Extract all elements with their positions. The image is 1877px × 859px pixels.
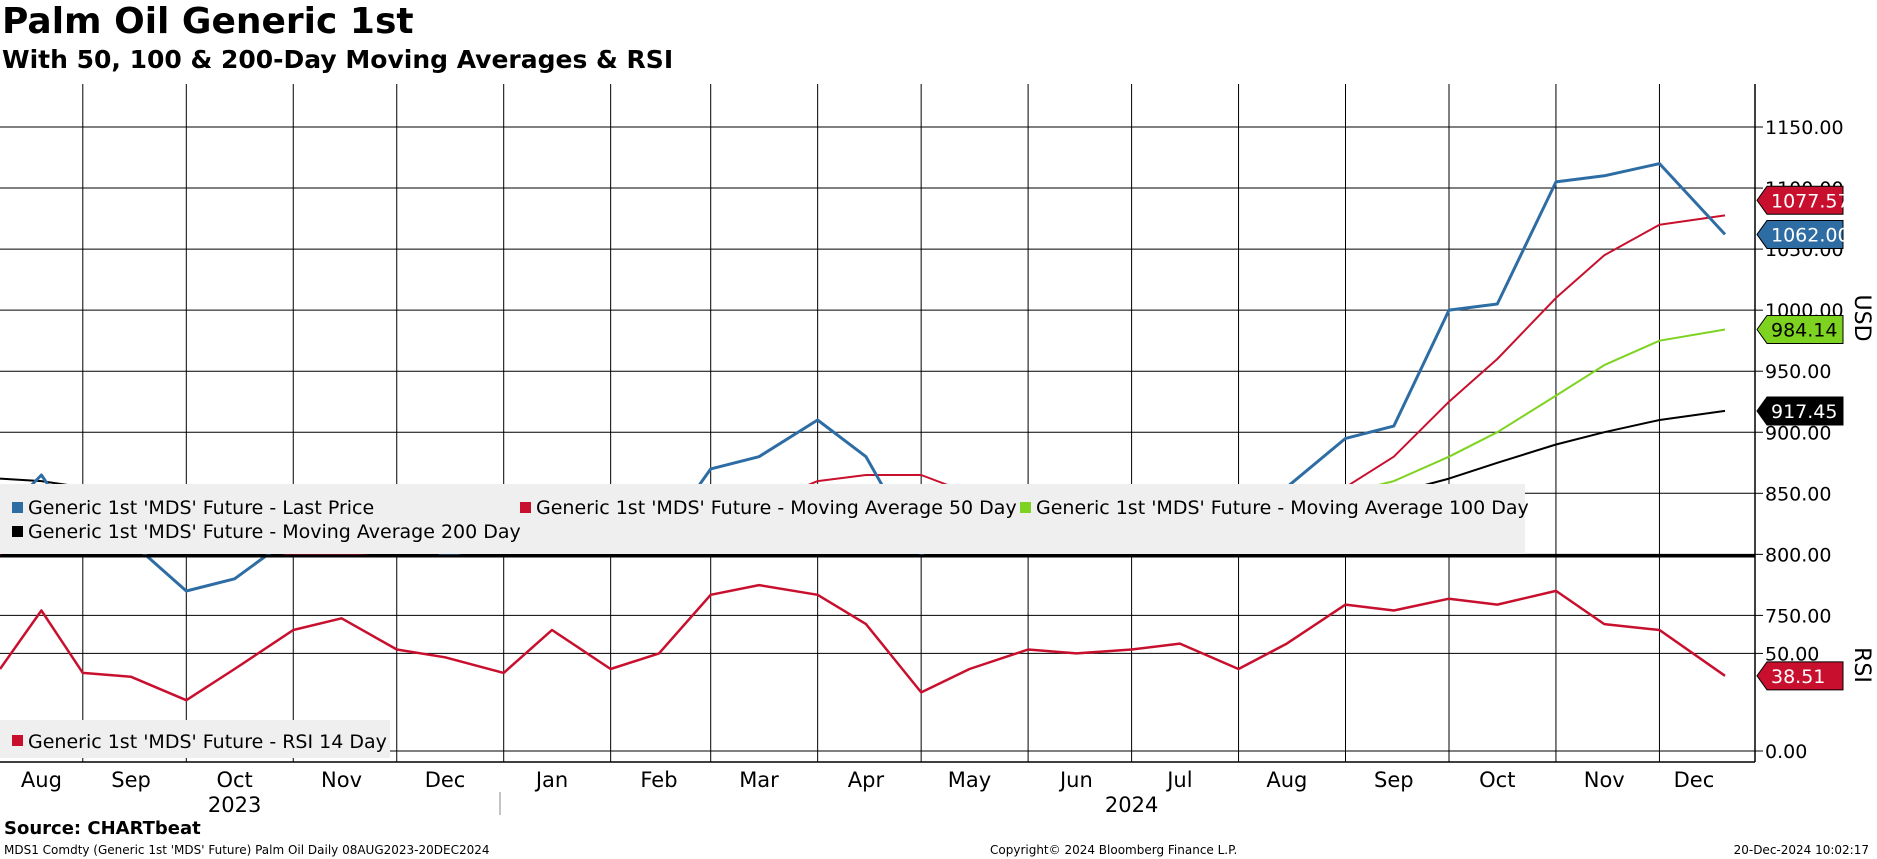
footer-copyright: Copyright© 2024 Bloomberg Finance L.P. — [990, 843, 1238, 857]
price-tick-label: 800.00 — [1765, 544, 1831, 566]
price-legend-box — [0, 484, 1525, 554]
legend-entry: Generic 1st 'MDS' Future - Moving Averag… — [28, 521, 521, 543]
x-tick-label: Feb — [640, 768, 677, 792]
rsi-tick-label: 0.00 — [1765, 741, 1807, 763]
legend-entry: Generic 1st 'MDS' Future - RSI 14 Day — [28, 731, 387, 753]
x-tick-label: Jan — [534, 768, 568, 792]
legend: Generic 1st 'MDS' Future - Last Price Gen… — [0, 484, 1529, 758]
grid-lines — [0, 84, 1755, 762]
x-tick-label: Apr — [848, 768, 885, 792]
ma200-last-label: 917.45 — [1771, 401, 1837, 423]
price-tick-label: 900.00 — [1765, 422, 1831, 444]
legend-entry: Generic 1st 'MDS' Future - Moving Averag… — [1036, 497, 1529, 519]
legend-entry: Generic 1st 'MDS' Future - Moving Averag… — [536, 497, 1017, 519]
legend-swatch — [12, 735, 23, 746]
footer-timestamp: 20-Dec-2024 10:02:17 — [1733, 843, 1869, 857]
year-label: 2023 — [208, 793, 261, 817]
legend-swatch — [1020, 502, 1031, 513]
ma50-last-label: 1077.57 — [1771, 190, 1850, 212]
x-tick-label: Oct — [216, 768, 252, 792]
source-label: Source: CHARTbeat — [4, 818, 201, 839]
x-tick-label: Mar — [739, 768, 779, 792]
legend-swatch — [12, 526, 23, 537]
rsi-last-label-box — [1756, 661, 1844, 691]
rsi-tick-label: 50.00 — [1765, 643, 1819, 665]
footer-left: MDS1 Comdty (Generic 1st 'MDS' Future) P… — [4, 843, 490, 857]
last-price-label: 1062.00 — [1771, 224, 1850, 246]
ma100-last-label: 984.14 — [1771, 320, 1837, 342]
price-tick-label: 950.00 — [1765, 361, 1831, 383]
ma200-last-label-box — [1756, 396, 1844, 426]
axes: 1150.001100.001050.001000.00950.00900.00… — [0, 84, 1874, 817]
x-tick-label: Aug — [1266, 768, 1307, 792]
chart-subtitle: With 50, 100 & 200-Day Moving Averages &… — [2, 45, 674, 74]
price-tick-label: 1150.00 — [1765, 117, 1844, 139]
x-tick-label: Sep — [111, 768, 151, 792]
chart-title: Palm Oil Generic 1st — [2, 1, 414, 42]
price-tick-label: 750.00 — [1765, 605, 1831, 627]
x-tick-label: Jun — [1058, 768, 1093, 792]
rsi-series — [0, 583, 1726, 702]
x-tick-label: Aug — [21, 768, 62, 792]
price-axis-title: USD — [1849, 294, 1874, 341]
legend-swatch — [520, 502, 531, 513]
last-price-label-box — [1756, 219, 1844, 249]
rsi-legend-box — [0, 720, 390, 758]
price-tick-label: 850.00 — [1765, 483, 1831, 505]
x-tick-label: May — [948, 768, 991, 792]
rsi-axis-title: RSI — [1849, 647, 1874, 683]
legend-swatch — [12, 502, 23, 513]
x-tick-label: Oct — [1479, 768, 1515, 792]
x-tick-label: Nov — [1584, 768, 1625, 792]
year-label: 2024 — [1105, 793, 1158, 817]
x-tick-label: Jul — [1165, 768, 1192, 792]
ma100-last-label-box — [1756, 315, 1844, 345]
x-tick-label: Dec — [425, 768, 466, 792]
x-tick-label: Sep — [1374, 768, 1414, 792]
rsi-last-label: 38.51 — [1771, 666, 1825, 688]
x-tick-label: Nov — [321, 768, 362, 792]
legend-entry: Generic 1st 'MDS' Future - Last Price — [28, 497, 374, 519]
ma50-last-label-box — [1756, 185, 1844, 215]
last-value-labels: 1077.57 1062.00 984.14 917.45 38.51 — [1756, 185, 1850, 691]
x-tick-label: Dec — [1674, 768, 1715, 792]
rsi-line — [0, 583, 1726, 702]
